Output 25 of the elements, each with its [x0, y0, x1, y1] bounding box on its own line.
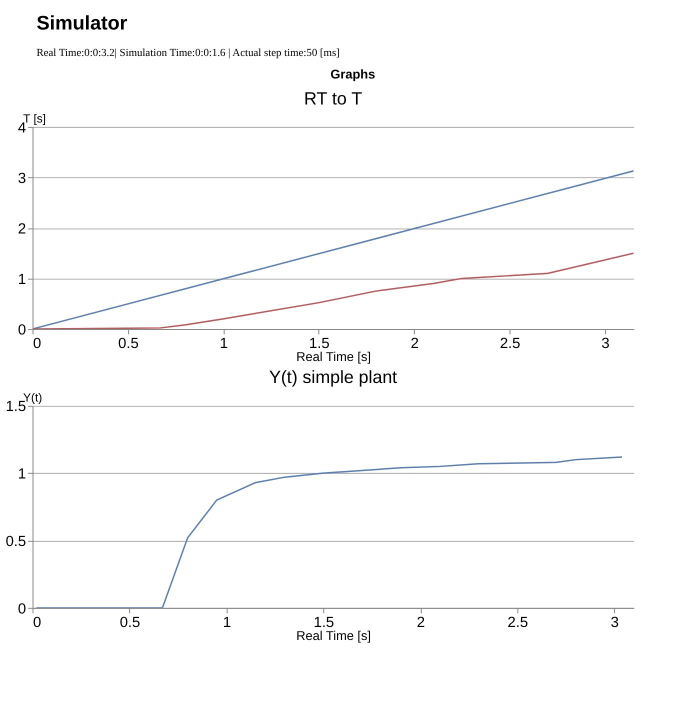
- x-tick-label: 2: [416, 615, 425, 632]
- chart-title: Y(t) simple plant: [269, 367, 398, 388]
- x-tick-label: 3: [601, 336, 610, 352]
- x-tick-label: 2: [410, 336, 419, 352]
- y-tick-label: 0: [18, 601, 26, 618]
- line-series: [36, 456, 623, 608]
- y-tick-label: 1: [18, 466, 26, 483]
- x-tick-label: 0.5: [118, 336, 139, 352]
- x-tick-label: 1: [222, 615, 232, 632]
- x-tick-label: 0.5: [120, 615, 140, 632]
- x-tick-label: 0: [33, 615, 42, 632]
- text: Graphs: [330, 66, 376, 82]
- text: Simulator: [36, 12, 128, 34]
- x-tick-label: 0: [33, 336, 42, 352]
- y-tick-label: 3: [18, 170, 26, 187]
- y-tick-label: 1: [18, 272, 26, 288]
- x-tick-label: 1: [220, 336, 228, 352]
- y-tick-label: 0.5: [6, 534, 26, 550]
- y-tick-label: 2: [18, 221, 26, 238]
- chart-title: RT to T: [304, 88, 362, 108]
- y-tick-label: 0: [18, 322, 26, 338]
- x-tick-label: 3: [610, 615, 619, 632]
- x-tick-label: 2.5: [500, 336, 520, 352]
- text: Real Time:0:0:3.2| Simulation Time:0:0:1.6 | Actual step time:50 [ms]: [36, 46, 340, 59]
- x-tick-label: 2.5: [508, 615, 528, 632]
